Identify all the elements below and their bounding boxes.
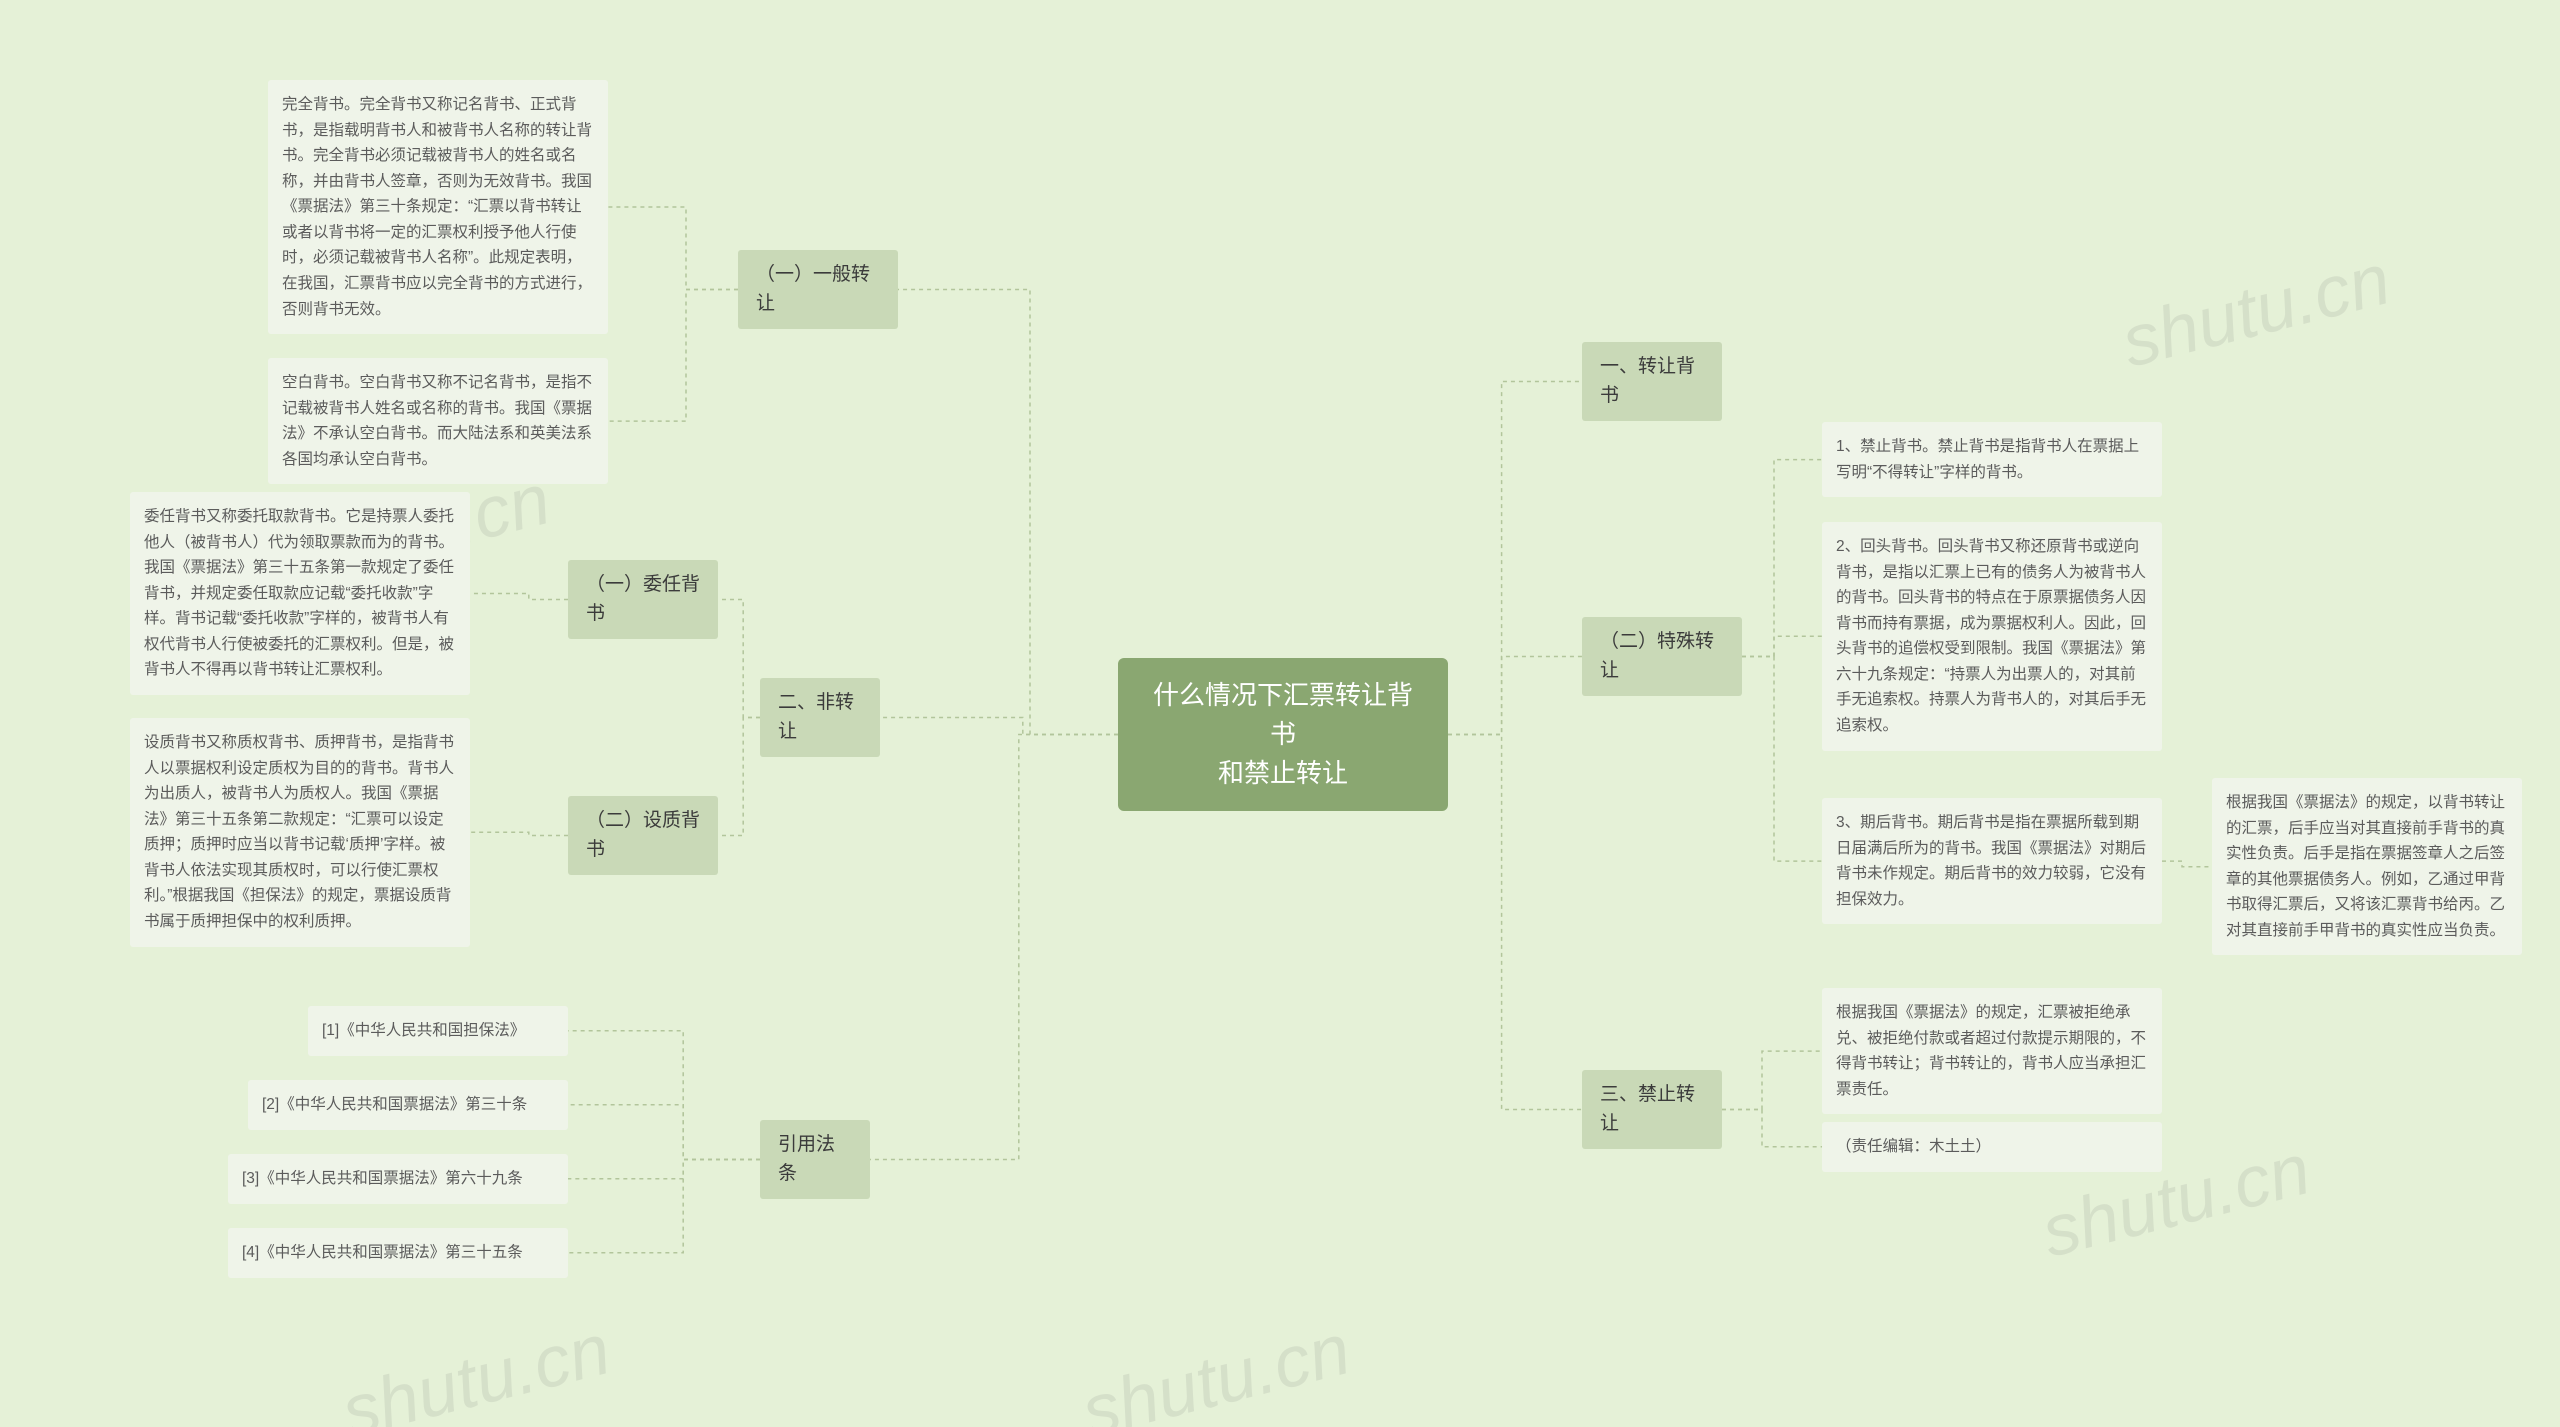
watermark: shutu.cn [334,1308,618,1427]
leaf-law-ref-1[interactable]: [1]《中华人民共和国担保法》 [308,1006,568,1056]
leaf-post-term-endorsement[interactable]: 3、期后背书。期后背书是指在票据所载到期日届满后所为的背书。我国《票据法》对期后… [1822,798,2162,924]
branch-transfer-endorsement[interactable]: 一、转让背书 [1582,342,1722,421]
branch-special-transfer[interactable]: （二）特殊转让 [1582,617,1742,696]
watermark: shutu.cn [2114,238,2398,383]
branch-mandate-endorsement[interactable]: （一）委任背书 [568,560,718,639]
branch-non-transfer[interactable]: 二、非转让 [760,678,880,757]
leaf-prohibit-rule[interactable]: 根据我国《票据法》的规定，汇票被拒绝承兑、被拒绝付款或者超过付款提示期限的，不得… [1822,988,2162,1114]
leaf-mandate-detail[interactable]: 委任背书又称委托取款背书。它是持票人委托他人（被背书人）代为领取票款而为的背书。… [130,492,470,695]
center-node[interactable]: 什么情况下汇票转让背书 和禁止转让 [1118,658,1448,811]
branch-pledge-endorsement[interactable]: （二）设质背书 [568,796,718,875]
leaf-full-endorsement[interactable]: 完全背书。完全背书又称记名背书、正式背书，是指载明背书人和被背书人名称的转让背书… [268,80,608,334]
branch-cited-articles[interactable]: 引用法条 [760,1120,870,1199]
leaf-law-ref-2[interactable]: [2]《中华人民共和国票据法》第三十条 [248,1080,568,1130]
leaf-pledge-detail[interactable]: 设质背书又称质权背书、质押背书，是指背书人以票据权利设定质权为目的的背书。背书人… [130,718,470,947]
leaf-return-endorsement[interactable]: 2、回头背书。回头背书又称还原背书或逆向背书，是指以汇票上已有的债务人为被背书人… [1822,522,2162,751]
branch-general-transfer[interactable]: （一）一般转让 [738,250,898,329]
center-line2: 和禁止转让 [1218,758,1348,788]
watermark: shutu.cn [1074,1308,1358,1427]
leaf-law-ref-3[interactable]: [3]《中华人民共和国票据法》第六十九条 [228,1154,568,1204]
leaf-law-ref-4[interactable]: [4]《中华人民共和国票据法》第三十五条 [228,1228,568,1278]
leaf-post-term-note[interactable]: 根据我国《票据法》的规定，以背书转让的汇票，后手应当对其直接前手背书的真实性负责… [2212,778,2522,955]
center-line1: 什么情况下汇票转让背书 [1153,680,1413,749]
mindmap-stage: shutu.cn shutu.cn shutu.cn shutu.cn shut… [0,0,2560,1427]
leaf-editor[interactable]: （责任编辑：木土土） [1822,1122,2162,1172]
leaf-prohibit-endorsement[interactable]: 1、禁止背书。禁止背书是指背书人在票据上写明“不得转让”字样的背书。 [1822,422,2162,497]
leaf-blank-endorsement[interactable]: 空白背书。空白背书又称不记名背书，是指不记载被背书人姓名或名称的背书。我国《票据… [268,358,608,484]
branch-prohibit-transfer[interactable]: 三、禁止转让 [1582,1070,1722,1149]
